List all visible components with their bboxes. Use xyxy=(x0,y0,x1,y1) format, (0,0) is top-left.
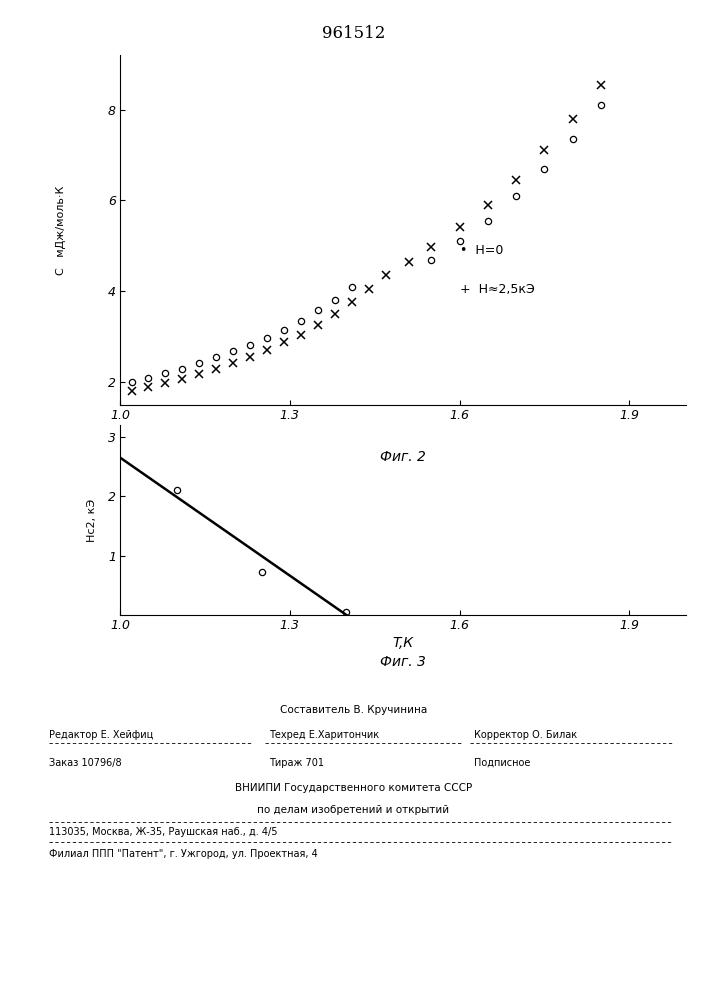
Text: 961512: 961512 xyxy=(322,25,385,42)
Text: по делам изобретений и открытий: по делам изобретений и открытий xyxy=(257,805,450,815)
Text: Фиг. 2: Фиг. 2 xyxy=(380,450,426,464)
X-axis label: T,К: T,К xyxy=(392,636,414,650)
Text: Составитель В. Кручинина: Составитель В. Кручинина xyxy=(280,705,427,715)
Text: Техред Е.Харитончик: Техред Е.Харитончик xyxy=(269,730,379,740)
Text: ВНИИПИ Государственного комитета СССР: ВНИИПИ Государственного комитета СССР xyxy=(235,783,472,793)
Text: Тираж 701: Тираж 701 xyxy=(269,758,324,768)
Text: Редактор Е. Хейфиц: Редактор Е. Хейфиц xyxy=(49,730,154,740)
Text: Корректор О. Билак: Корректор О. Билак xyxy=(474,730,577,740)
Text: +  H≈2,5кЭ: + H≈2,5кЭ xyxy=(460,283,534,296)
Text: •  H=0: • H=0 xyxy=(460,244,503,257)
Text: Заказ 10796/8: Заказ 10796/8 xyxy=(49,758,122,768)
Text: 113035, Москва, Ж-35, Раушская наб., д. 4/5: 113035, Москва, Ж-35, Раушская наб., д. … xyxy=(49,827,278,837)
Y-axis label: Hc2, кЭ: Hc2, кЭ xyxy=(87,498,97,542)
X-axis label: T,К: T,К xyxy=(392,426,414,440)
Text: Подписное: Подписное xyxy=(474,758,530,768)
Y-axis label: C   мДж/моль·К: C мДж/моль·К xyxy=(57,185,66,275)
Text: Фиг. 3: Фиг. 3 xyxy=(380,655,426,669)
Text: Филиал ППП "Патент", г. Ужгород, ул. Проектная, 4: Филиал ППП "Патент", г. Ужгород, ул. Про… xyxy=(49,849,318,859)
